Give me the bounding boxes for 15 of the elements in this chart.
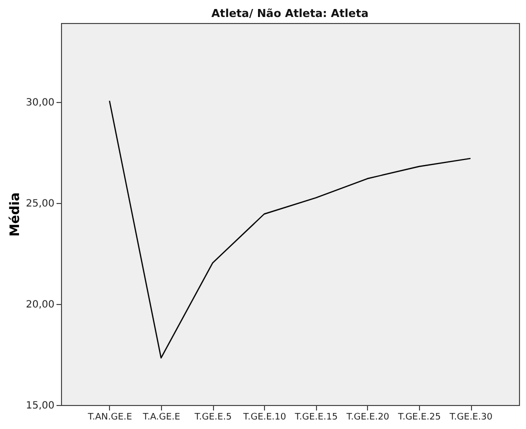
- y-tick-label: 15,00: [26, 400, 54, 412]
- x-tick-label: T.GE.E.10: [242, 412, 286, 422]
- chart-title: Atleta/ Não Atleta: Atleta: [211, 7, 369, 20]
- y-axis-title: Média: [8, 192, 23, 237]
- x-tick-label: T.GE.E.15: [294, 412, 338, 422]
- x-tick-label: T.AN.GE.E: [86, 412, 132, 422]
- y-tick-label: 30,00: [26, 97, 54, 108]
- x-tick-label: T.GE.E.5: [194, 412, 232, 422]
- x-tick-label: T.GE.E.30: [448, 412, 493, 422]
- y-tick-label: 20,00: [26, 299, 54, 310]
- line-series: [108, 100, 472, 359]
- y-tick-label: 25,00: [26, 198, 54, 210]
- x-tick-label: T.GE.E.25: [397, 412, 441, 422]
- x-tick-label: T.A.GE.E: [142, 412, 181, 422]
- x-tick-label: T.GE.E.20: [345, 412, 390, 422]
